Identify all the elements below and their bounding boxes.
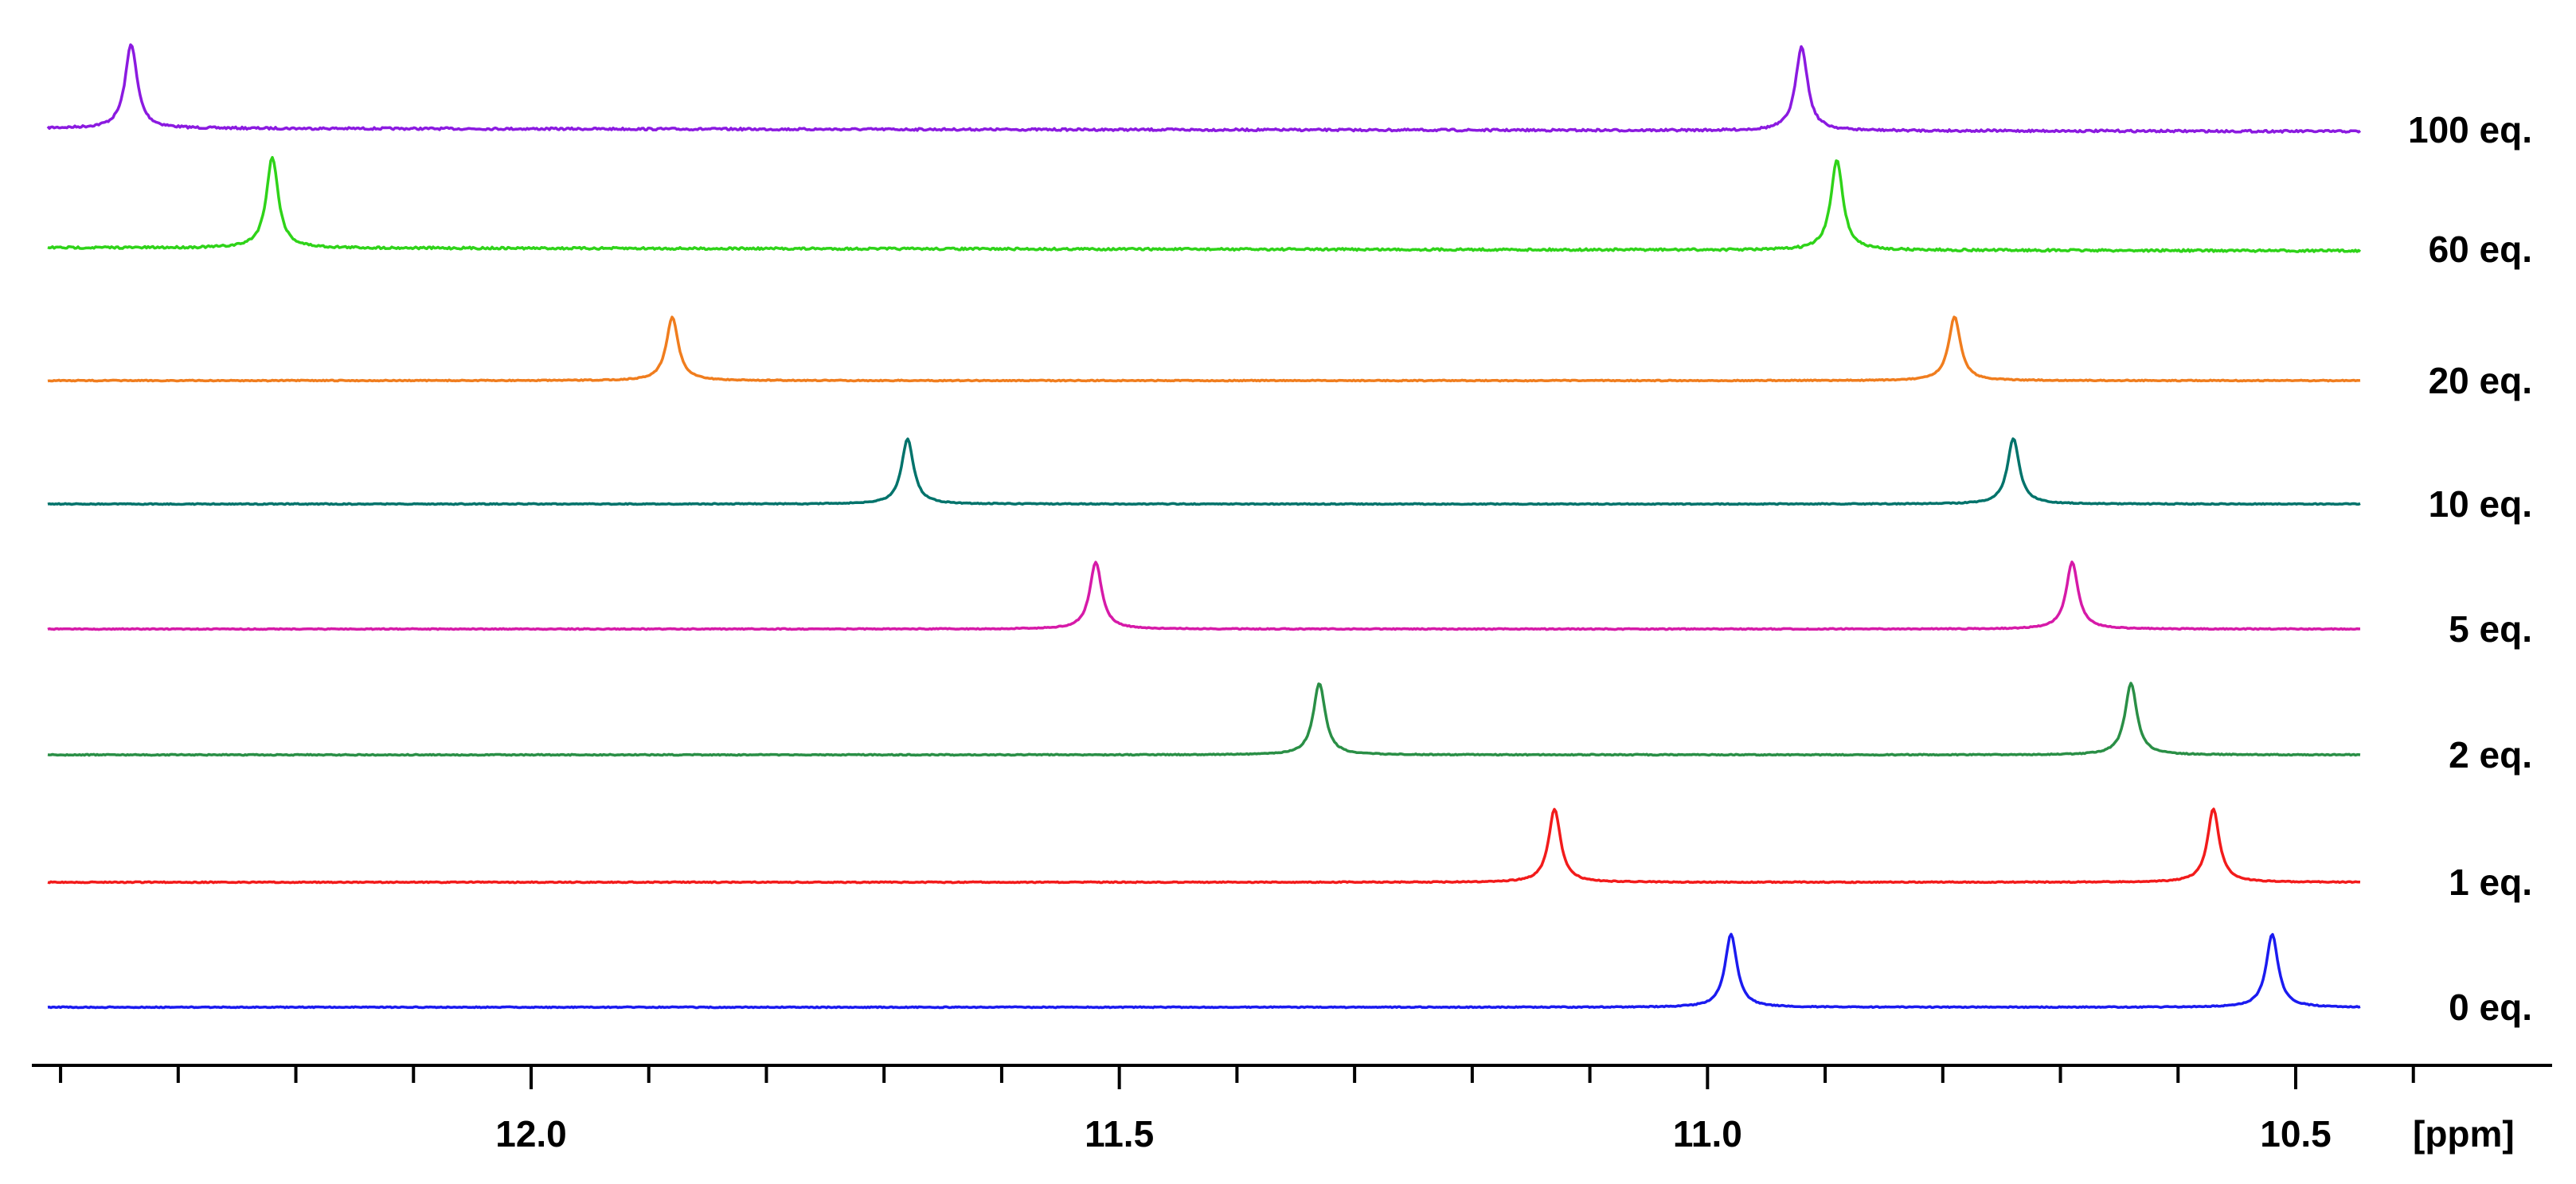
tick-label: 11.0 [1673, 1113, 1742, 1155]
tick-label: 11.5 [1085, 1113, 1154, 1155]
series-labels: 100 eq. 60 eq. 20 eq. 10 eq. 5 eq. 2 eq. 1 eq.… [2408, 109, 2532, 1028]
spectrum-5-eq [47, 561, 2361, 631]
spectrum-1-eq [47, 807, 2361, 885]
series-label: 2 eq. [2449, 734, 2532, 776]
spectrum-10-eq [47, 437, 2361, 506]
series-label: 5 eq. [2449, 608, 2532, 650]
series-label: 20 eq. [2429, 360, 2532, 401]
spectrum-0-eq [47, 932, 2361, 1010]
spectrum-60-eq [47, 155, 2362, 253]
x-axis-label: [ppm] [2413, 1113, 2515, 1155]
spectrum-2-eq [47, 682, 2361, 757]
tick-label: 12.0 [495, 1113, 567, 1155]
series-label: 1 eq. [2449, 862, 2532, 903]
tick-label: 10.5 [2260, 1113, 2332, 1155]
x-axis: [ppm] 12.0 11.5 11.0 10.5 [32, 1064, 2552, 1155]
series-label: 10 eq. [2429, 483, 2532, 525]
spectra-group [46, 43, 2362, 1010]
series-label: 100 eq. [2408, 109, 2532, 150]
spectrum-100-eq [46, 43, 2362, 134]
series-label: 60 eq. [2429, 229, 2532, 270]
series-label: 0 eq. [2449, 987, 2532, 1028]
spectrum-20-eq [47, 315, 2361, 383]
